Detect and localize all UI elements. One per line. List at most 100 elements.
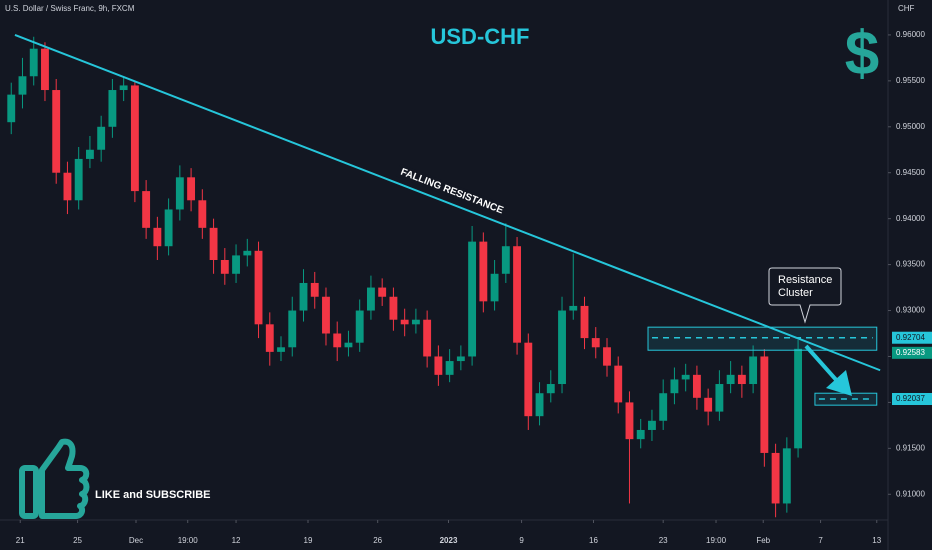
candle-body (63, 172, 72, 201)
y-tick-label: 0.95000 (896, 122, 925, 131)
resistance-zone (647, 326, 878, 351)
candle-body (737, 374, 746, 385)
dollar-icon: $ (845, 19, 879, 88)
candle-body (18, 76, 27, 95)
candle-body (29, 48, 38, 77)
candle-body (119, 85, 128, 91)
chart-title: USD-CHF (431, 24, 530, 49)
candle-body (344, 342, 353, 348)
arrow-shaft (804, 344, 840, 384)
trendline (14, 33, 881, 372)
candle-body (74, 158, 83, 201)
candle-body (7, 94, 16, 123)
candle-body (411, 319, 420, 325)
y-tick-label: 0.95500 (896, 76, 925, 85)
y-tick-label: 0.94000 (896, 214, 925, 223)
x-tick-label: 2023 (440, 536, 458, 545)
x-tick-label: 25 (73, 536, 82, 545)
axis-unit: CHF (898, 4, 915, 13)
thumbs-up-icon (19, 438, 90, 519)
candle-body (277, 347, 285, 352)
candle-body (479, 241, 488, 302)
candle-body (97, 126, 106, 150)
candle-body (580, 305, 589, 339)
candle-body (524, 342, 533, 417)
candle-body (535, 393, 544, 417)
candle-body (85, 149, 94, 159)
candle-body (310, 282, 319, 297)
y-tick-label: 0.94500 (896, 168, 925, 177)
plot-area (7, 33, 881, 518)
y-tick-label: 0.91500 (896, 443, 925, 452)
candle-body (501, 246, 510, 274)
candle-body (681, 374, 690, 380)
price-label: 0.92704 (896, 333, 925, 342)
candle-body (389, 296, 398, 320)
candle-body (456, 356, 465, 362)
x-tick-label: 21 (16, 536, 25, 545)
candle-body (558, 310, 566, 385)
x-tick-label: 19:00 (178, 536, 199, 545)
candle-body (648, 420, 656, 430)
candle-body (254, 250, 263, 325)
symbol-header: U.S. Dollar / Swiss Franc, 9h, FXCM (5, 4, 135, 13)
candle-body (232, 255, 240, 274)
candle-body (400, 319, 409, 325)
y-tick-label: 0.91000 (896, 489, 925, 498)
call-to-action: LIKE and SUBSCRIBE (95, 489, 211, 501)
candle-body (794, 348, 803, 449)
arrow-head (826, 370, 852, 396)
candle-body (546, 384, 555, 394)
x-tick-label: 16 (589, 536, 598, 545)
x-tick-label: 12 (232, 536, 241, 545)
candle-body (333, 333, 342, 348)
candle-body (220, 260, 229, 274)
trendline-label-bg (395, 163, 509, 218)
candle-body (591, 338, 600, 348)
x-tick-label: Dec (129, 536, 143, 545)
candle-body (164, 209, 173, 247)
candle-body (142, 191, 151, 228)
candle-body (670, 379, 679, 394)
candle-body (614, 365, 623, 403)
candle-body (175, 177, 184, 210)
price-label-bg (892, 331, 932, 344)
candle-body (603, 347, 611, 366)
candle-body (299, 282, 308, 311)
candle-body (153, 227, 162, 247)
x-tick-label: 7 (818, 536, 823, 545)
candle-body (760, 356, 769, 453)
candle-body (265, 324, 274, 352)
candle-body (490, 273, 499, 302)
candle-body (704, 397, 713, 412)
y-tick-label: 0.93500 (896, 260, 925, 269)
candle-body (367, 287, 375, 311)
candle-body (692, 374, 701, 398)
callout: Resistance Cluster (768, 267, 842, 324)
last-price-label: 0.92583 (896, 348, 925, 357)
candle-body (187, 177, 196, 201)
candle-body (771, 452, 780, 504)
candle-body (130, 85, 139, 192)
x-tick-label: 23 (659, 536, 668, 545)
candle-body (434, 356, 443, 375)
price-label-bg (892, 393, 932, 406)
y-tick-label: 0.96000 (896, 30, 925, 39)
candle-body (198, 200, 207, 228)
x-tick-label: 19:00 (706, 536, 727, 545)
x-tick-label: 26 (373, 536, 382, 545)
candle-body (355, 310, 364, 343)
candle-body (41, 48, 49, 91)
candle-body (108, 90, 117, 127)
x-tick-label: 19 (304, 536, 313, 545)
last-price-bg (892, 346, 932, 359)
thumb-cuff (19, 465, 39, 519)
projection-arrow (804, 344, 852, 396)
candle-body (209, 227, 218, 260)
candle-body (659, 393, 668, 421)
candle-body (423, 319, 432, 357)
candle-body (782, 448, 791, 504)
candle-body (52, 90, 61, 173)
candle-body (636, 429, 645, 440)
